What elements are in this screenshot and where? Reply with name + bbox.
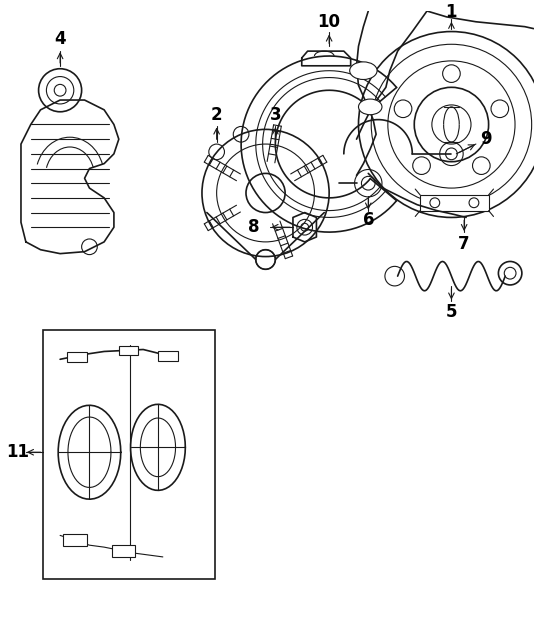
Text: 8: 8 (248, 218, 260, 236)
Text: 4: 4 (54, 31, 66, 48)
Bar (119, 345, 139, 356)
Bar (420, 195, 489, 211)
Ellipse shape (358, 99, 382, 114)
Bar (158, 352, 177, 361)
Bar (112, 545, 135, 557)
Text: 1: 1 (446, 3, 457, 21)
Text: 2: 2 (211, 106, 223, 124)
Text: 7: 7 (458, 235, 470, 253)
Text: 3: 3 (270, 106, 281, 124)
Ellipse shape (350, 62, 377, 80)
Bar (67, 352, 87, 363)
Text: 9: 9 (480, 130, 492, 148)
Bar (63, 534, 87, 546)
Text: 6: 6 (363, 211, 374, 230)
Text: 11: 11 (6, 443, 30, 461)
Bar (44, 330, 215, 579)
Text: 5: 5 (446, 303, 457, 321)
Text: 10: 10 (317, 13, 341, 31)
